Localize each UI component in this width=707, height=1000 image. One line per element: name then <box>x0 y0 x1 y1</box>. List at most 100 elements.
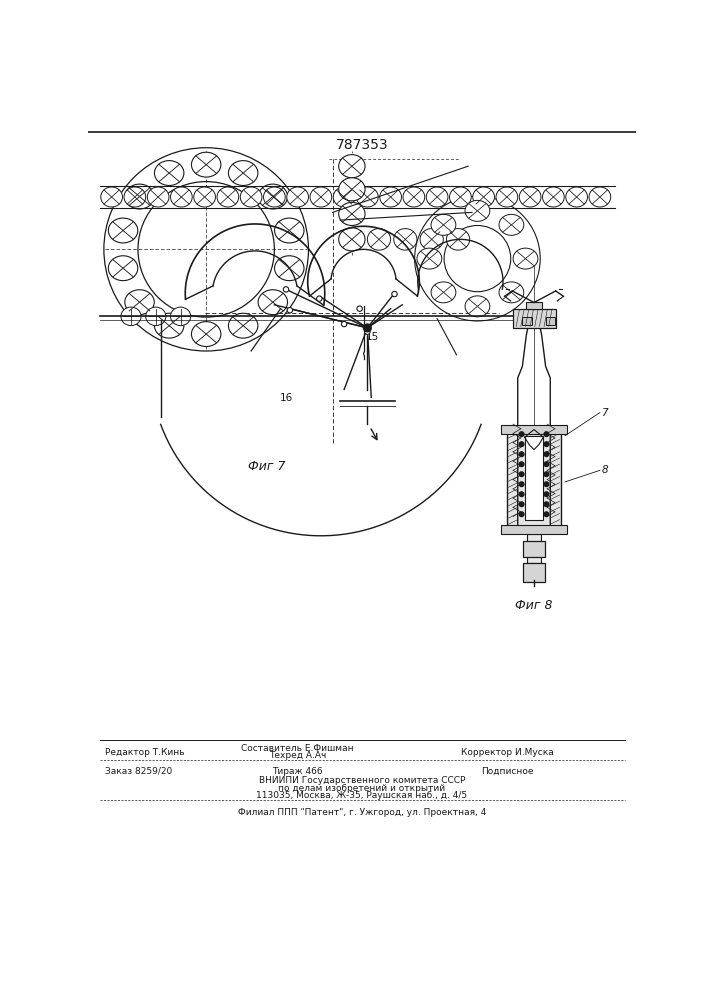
Circle shape <box>519 512 524 517</box>
Bar <box>525 436 542 520</box>
Ellipse shape <box>217 187 239 207</box>
Ellipse shape <box>513 248 538 269</box>
Circle shape <box>544 442 549 446</box>
Text: Фиг 7: Фиг 7 <box>248 460 286 473</box>
Circle shape <box>519 502 524 507</box>
Ellipse shape <box>420 229 443 250</box>
Text: Составитель Е.Фишман: Составитель Е.Фишман <box>241 744 354 753</box>
Ellipse shape <box>542 187 564 207</box>
Ellipse shape <box>356 187 378 207</box>
Ellipse shape <box>170 187 192 207</box>
Circle shape <box>544 492 549 497</box>
Circle shape <box>544 512 549 517</box>
Ellipse shape <box>446 229 469 250</box>
Text: Филиал ППП "Патент", г. Ужгород, ул. Проектная, 4: Филиал ППП "Патент", г. Ужгород, ул. Про… <box>238 808 486 817</box>
Text: Корректор И.Муска: Корректор И.Муска <box>460 748 554 757</box>
Ellipse shape <box>499 282 524 303</box>
Ellipse shape <box>417 248 442 269</box>
Circle shape <box>544 452 549 456</box>
Ellipse shape <box>566 187 588 207</box>
Circle shape <box>284 287 288 292</box>
Ellipse shape <box>101 187 122 207</box>
Bar <box>526 302 542 309</box>
Ellipse shape <box>192 322 221 346</box>
Ellipse shape <box>339 202 365 225</box>
Bar <box>546 317 555 325</box>
Ellipse shape <box>258 184 288 209</box>
Bar <box>523 563 545 582</box>
Ellipse shape <box>368 229 391 250</box>
Text: Фиг 8: Фиг 8 <box>515 599 553 612</box>
Ellipse shape <box>394 229 417 250</box>
Text: 7: 7 <box>602 408 608 418</box>
Ellipse shape <box>499 214 524 235</box>
Text: 8: 8 <box>602 465 608 475</box>
Ellipse shape <box>403 187 425 207</box>
Circle shape <box>544 432 549 436</box>
Ellipse shape <box>589 187 611 207</box>
Circle shape <box>544 462 549 466</box>
Circle shape <box>519 462 524 466</box>
Circle shape <box>519 472 524 477</box>
Circle shape <box>519 432 524 436</box>
Text: 15: 15 <box>366 332 379 342</box>
Bar <box>523 541 545 557</box>
Circle shape <box>544 502 549 507</box>
Ellipse shape <box>192 152 221 177</box>
Ellipse shape <box>274 256 304 281</box>
Circle shape <box>287 307 293 313</box>
Text: по делам изобретений и открытий: по делам изобретений и открытий <box>279 784 445 793</box>
Circle shape <box>544 482 549 487</box>
Text: 113035, Москва, Ж-35, Раушская наб., д. 4/5: 113035, Москва, Ж-35, Раушская наб., д. … <box>257 791 467 800</box>
Ellipse shape <box>108 256 138 281</box>
Ellipse shape <box>124 187 146 207</box>
Ellipse shape <box>194 187 216 207</box>
Ellipse shape <box>170 307 191 326</box>
Bar <box>501 525 567 534</box>
Circle shape <box>392 291 397 297</box>
Ellipse shape <box>274 218 304 243</box>
Text: Тираж 466: Тираж 466 <box>272 767 323 776</box>
Ellipse shape <box>465 200 490 221</box>
Text: Техред А.Ач: Техред А.Ач <box>269 751 326 760</box>
Circle shape <box>519 492 524 497</box>
Ellipse shape <box>154 161 184 185</box>
Ellipse shape <box>240 187 262 207</box>
Ellipse shape <box>465 296 490 317</box>
Text: ВНИИПИ Государственного комитета СССР: ВНИИПИ Государственного комитета СССР <box>259 776 465 785</box>
Ellipse shape <box>258 290 288 315</box>
Ellipse shape <box>431 214 456 235</box>
Ellipse shape <box>496 187 518 207</box>
Ellipse shape <box>339 155 365 178</box>
Ellipse shape <box>146 307 166 326</box>
Bar <box>527 534 541 563</box>
Ellipse shape <box>287 187 308 207</box>
Ellipse shape <box>154 313 184 338</box>
Bar <box>507 428 561 528</box>
Text: Редактор Т.Кинь: Редактор Т.Кинь <box>105 748 185 757</box>
Ellipse shape <box>310 187 332 207</box>
Circle shape <box>519 442 524 446</box>
Ellipse shape <box>339 178 365 201</box>
Ellipse shape <box>431 282 456 303</box>
Circle shape <box>365 329 370 334</box>
Text: Заказ 8259/20: Заказ 8259/20 <box>105 767 173 776</box>
Ellipse shape <box>519 187 541 207</box>
Bar <box>501 425 567 434</box>
Ellipse shape <box>108 218 138 243</box>
Circle shape <box>317 296 322 301</box>
Ellipse shape <box>426 187 448 207</box>
Ellipse shape <box>339 228 365 251</box>
Bar <box>522 317 532 325</box>
Circle shape <box>544 472 549 477</box>
Ellipse shape <box>228 161 258 185</box>
Ellipse shape <box>380 187 402 207</box>
Circle shape <box>357 306 363 311</box>
Text: Подписное: Подписное <box>481 767 533 776</box>
Circle shape <box>519 482 524 487</box>
Circle shape <box>363 324 371 332</box>
Ellipse shape <box>147 187 169 207</box>
Text: 787353: 787353 <box>336 138 388 152</box>
Ellipse shape <box>333 187 355 207</box>
Text: 16: 16 <box>279 393 293 403</box>
